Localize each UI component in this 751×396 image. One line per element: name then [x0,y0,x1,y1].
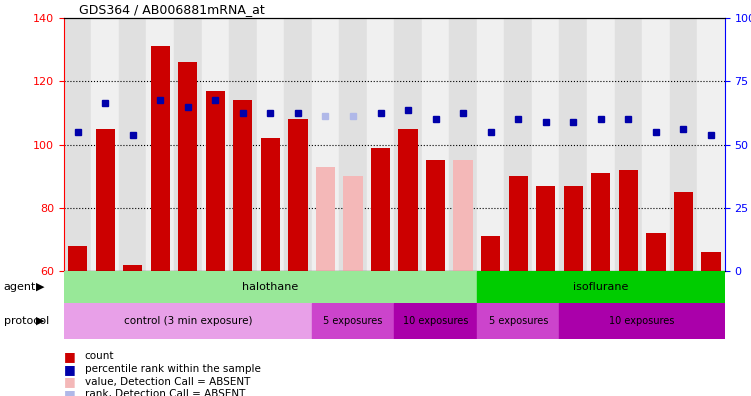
Bar [426,160,445,271]
Text: control (3 min exposure): control (3 min exposure) [123,316,252,326]
Bar [339,18,366,271]
Bar [234,100,252,271]
Bar [508,176,528,271]
Bar [481,236,500,271]
Bar [95,129,115,271]
Bar [587,18,614,271]
Text: ▶: ▶ [36,282,44,292]
Text: value, Detection Call = ABSENT: value, Detection Call = ABSENT [85,377,250,387]
Text: 5 exposures: 5 exposures [488,316,548,326]
Bar [206,91,225,271]
Bar [697,18,725,271]
Bar [316,167,335,271]
Bar [536,186,555,271]
Text: halothane: halothane [243,282,298,292]
Bar [178,62,198,271]
Bar [284,18,312,271]
Bar [64,18,92,271]
Text: ■: ■ [64,388,76,396]
Text: GDS364 / AB006881mRNA_at: GDS364 / AB006881mRNA_at [79,3,264,16]
Text: ■: ■ [64,375,76,388]
Bar [201,18,229,271]
Bar [591,173,611,271]
Text: rank, Detection Call = ABSENT: rank, Detection Call = ABSENT [85,389,246,396]
Text: ■: ■ [64,363,76,375]
Bar [670,18,697,271]
Bar [174,18,201,271]
Bar [477,303,559,339]
Bar [92,18,119,271]
Bar [532,18,559,271]
Bar [563,186,583,271]
Bar [394,303,477,339]
Bar [151,46,170,271]
Bar [642,18,670,271]
Bar [64,303,312,339]
Bar [288,119,308,271]
Bar [146,18,174,271]
Bar [64,271,477,303]
Bar [505,18,532,271]
Text: protocol: protocol [4,316,49,326]
Bar [614,18,642,271]
Bar [229,18,257,271]
Bar [343,176,363,271]
Bar [559,18,587,271]
Bar [123,265,143,271]
Bar [371,148,391,271]
Bar [257,18,284,271]
Bar [477,271,725,303]
Text: agent: agent [4,282,36,292]
Text: isoflurane: isoflurane [573,282,629,292]
Bar [646,233,665,271]
Text: count: count [85,351,114,362]
Bar [454,160,473,271]
Bar [422,18,449,271]
Text: ■: ■ [64,350,76,363]
Bar [701,252,721,271]
Bar [119,18,146,271]
Bar [674,192,693,271]
Bar [619,170,638,271]
Text: ▶: ▶ [36,316,44,326]
Text: 10 exposures: 10 exposures [403,316,469,326]
Bar [559,303,725,339]
Bar [394,18,422,271]
Text: 5 exposures: 5 exposures [323,316,383,326]
Bar [312,18,339,271]
Bar [449,18,477,271]
Bar [261,138,280,271]
Bar [312,303,394,339]
Text: percentile rank within the sample: percentile rank within the sample [85,364,261,374]
Bar [68,246,87,271]
Text: 10 exposures: 10 exposures [609,316,675,326]
Bar [477,18,505,271]
Bar [366,18,394,271]
Bar [399,129,418,271]
